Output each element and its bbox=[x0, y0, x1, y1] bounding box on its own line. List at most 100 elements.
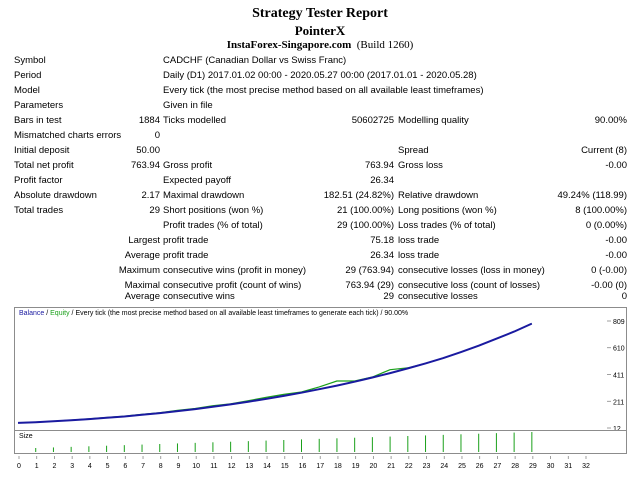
expert-name: PointerX bbox=[294, 23, 346, 38]
deposit-label: Initial deposit bbox=[14, 145, 70, 156]
shortpos-label: Short positions (won %) bbox=[163, 205, 264, 216]
x-tick-label: 27 bbox=[494, 463, 502, 470]
profittrades-value: 29 (100.00%) bbox=[336, 220, 394, 231]
maxcons-prefix: Maximum bbox=[118, 265, 160, 276]
symbol-value: CADCHF (Canadian Dollar vs Swiss Franc) bbox=[163, 55, 347, 66]
y-tick-label: 211 bbox=[613, 399, 624, 406]
average-profit-value: 26.34 bbox=[370, 250, 394, 261]
losstrades-label: Loss trades (% of total) bbox=[398, 220, 496, 231]
totaltrades-value: 29 bbox=[149, 205, 160, 216]
series-balance-line bbox=[17, 322, 533, 424]
model-label: Model bbox=[14, 85, 40, 96]
x-tick-label: 14 bbox=[263, 463, 271, 470]
x-tick-label: 12 bbox=[228, 463, 236, 470]
x-tick-label: 21 bbox=[387, 463, 395, 470]
reldrawdown-label: Relative drawdown bbox=[398, 190, 479, 201]
avgcons-losses-value: 0 bbox=[621, 291, 627, 302]
legend-balance: Balance bbox=[19, 310, 45, 317]
ticks-value: 50602725 bbox=[351, 115, 394, 126]
grossloss-value: -0.00 bbox=[605, 160, 627, 171]
x-tick-label: 13 bbox=[245, 463, 253, 470]
absdrawdown-value: 2.17 bbox=[141, 190, 161, 201]
period-value: Daily (D1) 2017.01.02 00:00 - 2020.05.27… bbox=[163, 70, 477, 81]
legend-description: / Every tick (the most precise method ba… bbox=[69, 310, 409, 317]
expectedpayoff-label: Expected payoff bbox=[163, 175, 231, 186]
x-tick-label: 31 bbox=[564, 463, 572, 470]
grossloss-label: Gross loss bbox=[398, 160, 443, 171]
bars-label: Bars in test bbox=[14, 115, 62, 126]
x-tick-label: 2 bbox=[52, 463, 56, 470]
x-tick-label: 26 bbox=[476, 463, 484, 470]
spread-label: Spread bbox=[398, 145, 429, 156]
legend-equity: Equity bbox=[50, 310, 70, 317]
largest-loss-label: loss trade bbox=[398, 235, 440, 246]
maximalcons-profit-label: consecutive profit (count of wins) bbox=[163, 280, 302, 291]
broker-line: InstaForex-Singapore.com (Build 1260) bbox=[0, 39, 640, 51]
x-tick-label: 11 bbox=[210, 463, 217, 470]
longpos-value: 8 (100.00%) bbox=[575, 205, 627, 216]
y-tick-label: 809 bbox=[613, 319, 625, 326]
x-tick-label: 15 bbox=[281, 463, 289, 470]
x-tick-label: 7 bbox=[141, 463, 145, 470]
average-prefix: Average bbox=[124, 250, 160, 261]
legend-separator: / bbox=[44, 310, 51, 317]
average-profit-label: profit trade bbox=[163, 250, 209, 261]
quality-label: Modelling quality bbox=[398, 115, 469, 126]
x-tick-label: 16 bbox=[299, 463, 307, 470]
x-tick-label: 9 bbox=[177, 463, 181, 470]
report-title: Strategy Tester Report bbox=[252, 6, 388, 21]
parameters-label: Parameters bbox=[14, 100, 64, 111]
x-tick-label: 25 bbox=[458, 463, 466, 470]
maxdrawdown-label: Maximal drawdown bbox=[163, 190, 245, 201]
maxcons-wins-label: consecutive wins (profit in money) bbox=[163, 265, 307, 276]
x-tick-label: 28 bbox=[511, 463, 519, 470]
period-label: Period bbox=[14, 70, 42, 81]
x-tick-label: 6 bbox=[123, 463, 127, 470]
largest-profit-label: profit trade bbox=[163, 235, 209, 246]
size-chart-svg bbox=[35, 432, 533, 452]
netprofit-label: Total net profit bbox=[14, 160, 74, 171]
losstrades-value: 0 (0.00%) bbox=[585, 220, 627, 231]
maximalcons-profit-value: 763.94 (29) bbox=[345, 280, 394, 291]
y-tick-label: 12 bbox=[613, 426, 621, 430]
deposit-value: 50.00 bbox=[136, 145, 160, 156]
profitfactor-label: Profit factor bbox=[14, 175, 63, 186]
maxcons-wins-value: 29 (763.94) bbox=[345, 265, 394, 276]
balance-graph: Balance / Equity / Every tick (the most … bbox=[14, 307, 627, 431]
mismatch-label: Mismatched charts errors bbox=[14, 130, 122, 141]
x-tick-label: 4 bbox=[88, 463, 92, 470]
maximalcons-loss-label: consecutive loss (count of losses) bbox=[398, 280, 541, 291]
quality-value: 90.00% bbox=[594, 115, 627, 126]
totaltrades-label: Total trades bbox=[14, 205, 64, 216]
average-loss-label: loss trade bbox=[398, 250, 440, 261]
average-loss-value: -0.00 bbox=[605, 250, 627, 261]
graph-legend: Balance / Equity / Every tick (the most … bbox=[19, 310, 408, 317]
spread-value: Current (8) bbox=[581, 145, 627, 156]
model-value: Every tick (the most precise method base… bbox=[163, 85, 484, 96]
maxcons-losses-value: 0 (-0.00) bbox=[591, 265, 627, 276]
x-tick-label: 1 bbox=[35, 463, 39, 470]
absdrawdown-label: Absolute drawdown bbox=[14, 190, 97, 201]
ticks-label: Ticks modelled bbox=[163, 115, 227, 126]
x-tick-label: 32 bbox=[582, 463, 590, 470]
x-tick-label: 3 bbox=[70, 463, 74, 470]
maxcons-losses-label: consecutive losses (loss in money) bbox=[398, 265, 545, 276]
x-tick-label: 22 bbox=[405, 463, 413, 470]
shortpos-value: 21 (100.00%) bbox=[336, 205, 394, 216]
maximalcons-prefix: Maximal bbox=[124, 280, 160, 291]
y-tick-label: 411 bbox=[613, 372, 624, 379]
x-tick-label: 19 bbox=[352, 463, 360, 470]
expectedpayoff-value: 26.34 bbox=[370, 175, 394, 186]
build-number: (Build 1260) bbox=[356, 39, 414, 51]
x-tick-label: 0 bbox=[17, 463, 21, 470]
maximalcons-loss-value: -0.00 (0) bbox=[591, 280, 627, 291]
avgcons-prefix: Average bbox=[124, 291, 160, 302]
balance-chart-svg: 809 610 411 211 12 bbox=[17, 319, 625, 430]
grossprofit-label: Gross profit bbox=[163, 160, 213, 171]
series-equity-line bbox=[17, 323, 533, 424]
size-panel: Size bbox=[14, 431, 627, 454]
avgcons-wins-value: 29 bbox=[383, 291, 394, 302]
avgcons-wins-label: consecutive wins bbox=[163, 291, 235, 302]
mismatch-value: 0 bbox=[154, 130, 160, 141]
longpos-label: Long positions (won %) bbox=[398, 205, 497, 216]
